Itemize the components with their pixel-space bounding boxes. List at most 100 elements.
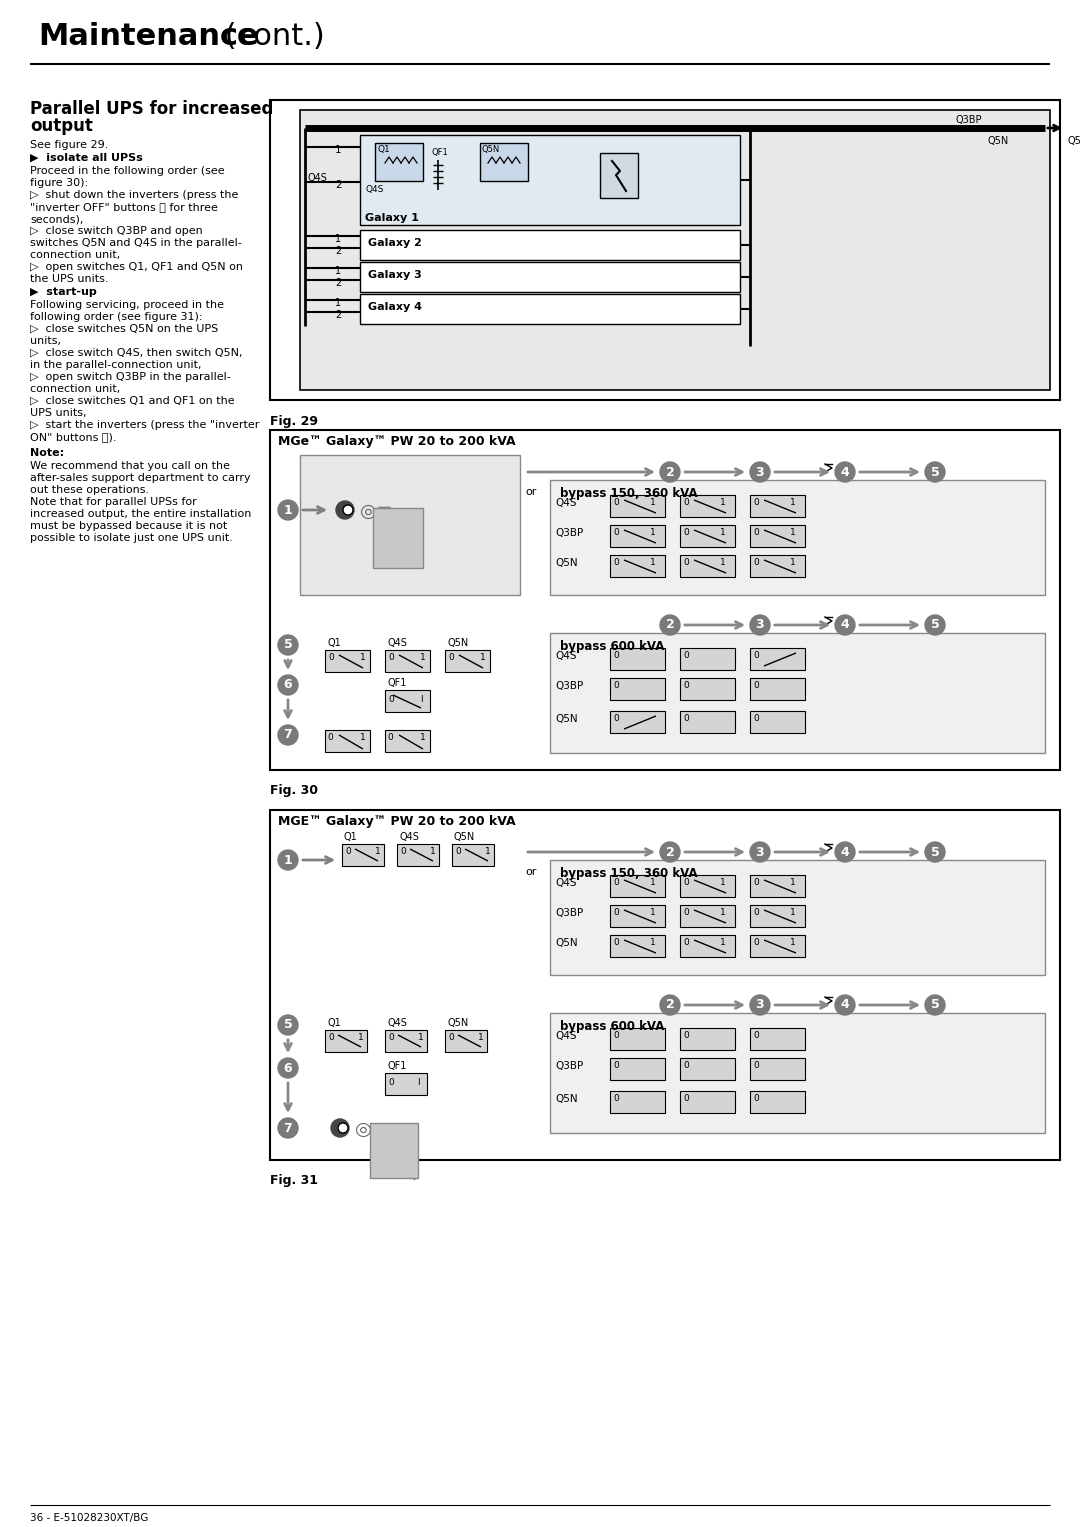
Text: 1: 1 [335,234,341,244]
Bar [325,651,370,672]
Text: 2: 2 [665,618,674,632]
Bar [397,844,438,866]
Text: 1: 1 [284,854,293,866]
Text: Q4S: Q4S [365,185,383,194]
Text: 1: 1 [720,528,726,538]
Text: ▷  open switches Q1, QF1 and Q5N on: ▷ open switches Q1, QF1 and Q5N on [30,263,243,272]
Text: 0: 0 [613,498,619,507]
Text: 0: 0 [613,938,619,947]
Text: 〃: 〃 [377,505,392,528]
Text: Galaxy 2: Galaxy 2 [368,238,422,247]
Text: 0: 0 [327,733,333,742]
Bar [480,144,528,182]
Text: Q4S: Q4S [555,1031,577,1041]
Text: 1: 1 [650,909,656,918]
Text: 0: 0 [613,1031,619,1040]
Text: units,: units, [30,336,60,347]
Circle shape [660,463,680,483]
Text: I: I [417,1078,420,1087]
Text: out these operations.: out these operations. [30,486,149,495]
Text: 1: 1 [360,654,366,663]
Text: 1: 1 [720,878,726,887]
Text: 2: 2 [335,180,341,189]
Circle shape [278,1118,298,1138]
Bar [680,554,735,577]
Bar [750,495,805,518]
Bar [610,935,665,957]
Bar [600,153,638,199]
Text: 1: 1 [485,847,490,857]
Text: after-sales support department to carry: after-sales support department to carry [30,473,251,483]
Text: 36 - E-51028230XT/BG: 36 - E-51028230XT/BG [30,1513,148,1522]
Bar [384,730,430,751]
Text: 0: 0 [683,909,689,918]
Text: 0: 0 [388,1078,394,1087]
Text: 7: 7 [284,1121,293,1135]
Text: output: output [30,118,93,134]
Text: Galaxy 4: Galaxy 4 [368,302,422,312]
Text: 2: 2 [665,999,674,1011]
Text: 0: 0 [455,847,461,857]
Bar [680,678,735,699]
Text: 2: 2 [335,246,341,257]
Text: figure 30):: figure 30): [30,179,89,188]
Bar [550,860,1045,976]
Bar [610,678,665,699]
Circle shape [750,996,770,1015]
Circle shape [660,996,680,1015]
Text: Fig. 30: Fig. 30 [270,783,318,797]
Text: in the parallel-connection unit,: in the parallel-connection unit, [30,360,202,370]
Bar [384,1031,427,1052]
Text: 0: 0 [613,715,619,722]
Bar [342,844,384,866]
Bar [680,647,735,670]
Text: QF1: QF1 [387,1061,406,1070]
Text: 0: 0 [753,557,759,567]
Text: "inverter OFF" buttons ⓨ for three: "inverter OFF" buttons ⓨ for three [30,202,218,212]
Bar [750,1028,805,1051]
Text: 5: 5 [284,1019,293,1032]
Text: 6: 6 [284,1061,293,1075]
Text: Q4S: Q4S [555,498,577,508]
Bar [750,935,805,957]
Bar [610,1090,665,1113]
Bar [373,508,423,568]
Text: 1: 1 [650,938,656,947]
Text: Q5N: Q5N [555,715,578,724]
Bar [610,1028,665,1051]
Text: 5: 5 [931,466,940,478]
Text: 0: 0 [388,654,394,663]
Text: 0: 0 [683,651,689,660]
Text: 0: 0 [613,878,619,887]
Text: must be bypassed because it is not: must be bypassed because it is not [30,521,227,531]
Circle shape [278,635,298,655]
Bar [750,712,805,733]
Text: 0: 0 [345,847,351,857]
Text: 4: 4 [840,618,849,632]
Text: 3: 3 [756,618,765,632]
Text: 1: 1 [420,733,426,742]
Text: 0: 0 [387,733,393,742]
Text: ▶  start-up: ▶ start-up [30,287,97,296]
Bar [610,1058,665,1080]
Text: 0: 0 [683,498,689,507]
Text: 0: 0 [753,715,759,722]
Text: 0: 0 [613,909,619,918]
Bar [360,263,740,292]
Text: Q5N: Q5N [482,145,500,154]
Text: 0: 0 [753,498,759,507]
Bar [750,525,805,547]
Text: I: I [420,695,422,704]
Text: bypass 600 kVA: bypass 600 kVA [561,1020,664,1032]
Bar [610,906,665,927]
Bar [680,1090,735,1113]
Text: Q4S: Q4S [387,1019,407,1028]
Text: QF1: QF1 [387,678,406,689]
Bar [610,875,665,896]
Text: ▷  shut down the inverters (press the: ▷ shut down the inverters (press the [30,189,239,200]
Bar [750,678,805,699]
Bar [270,99,1059,400]
Text: 0: 0 [683,1031,689,1040]
Text: Q5N: Q5N [1068,136,1080,147]
Text: Parallel UPS for increased: Parallel UPS for increased [30,99,273,118]
